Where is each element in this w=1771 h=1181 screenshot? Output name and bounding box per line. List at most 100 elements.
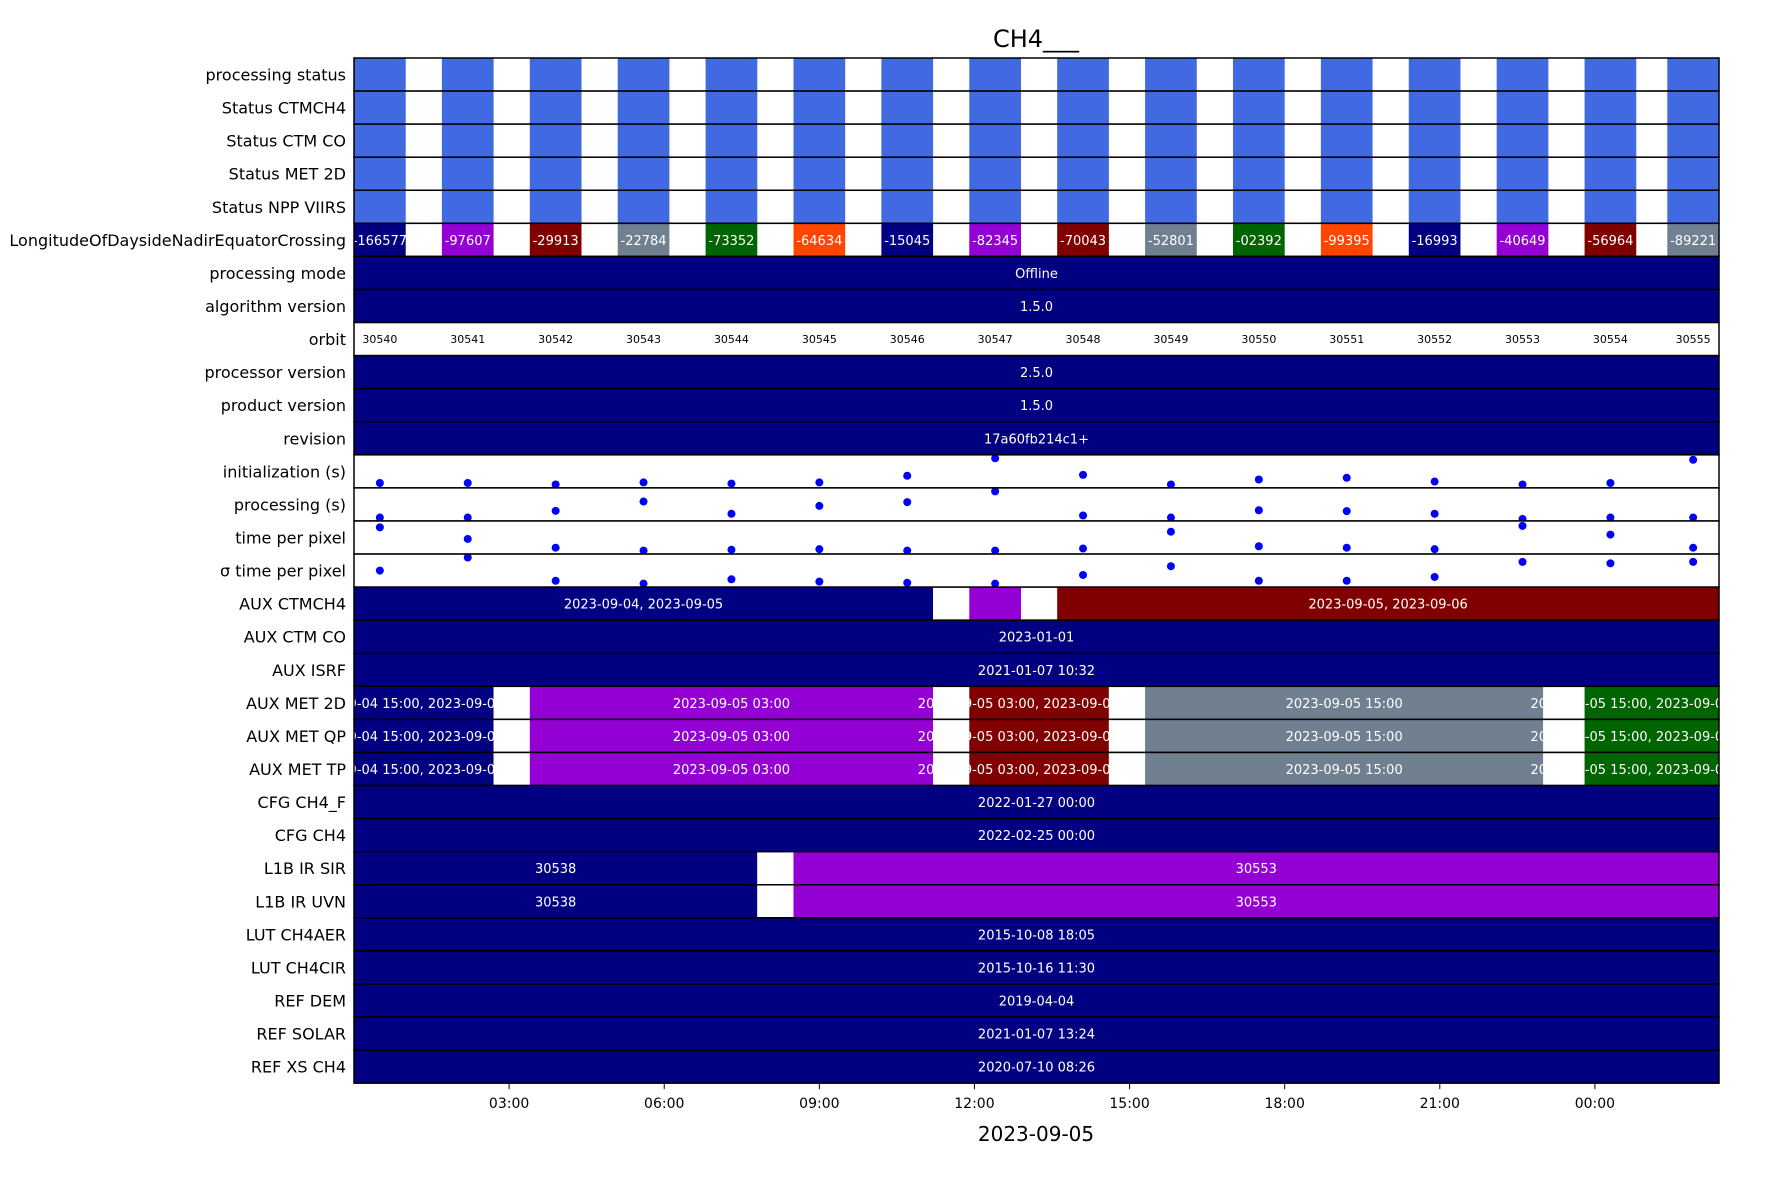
status-bar	[881, 58, 934, 92]
segment-bar	[354, 289, 1719, 323]
data-point	[1689, 557, 1698, 566]
data-point	[1518, 557, 1527, 566]
longitude-bar	[1320, 223, 1373, 257]
row-background	[354, 454, 1719, 488]
longitude-bar	[1667, 223, 1719, 257]
row-label: AUX CTMCH4	[239, 595, 346, 614]
status-bar	[1145, 124, 1197, 158]
segment-label: 2023-09-04 15:00, 2023-09-05 03:00	[303, 763, 546, 778]
segment-bar	[793, 851, 1719, 885]
chart-title: CH4___	[993, 25, 1080, 53]
row-label: Status CTM CO	[226, 132, 346, 151]
data-point	[991, 454, 1000, 463]
data-point	[1606, 479, 1615, 488]
data-point	[1166, 513, 1175, 522]
data-point	[1254, 542, 1263, 551]
status-bar	[1584, 58, 1637, 92]
segment-bar	[933, 686, 970, 720]
status-bar	[1496, 157, 1549, 191]
segment-label: 2.5.0	[1020, 366, 1053, 381]
segment-bar	[354, 983, 1719, 1018]
status-bar	[705, 157, 758, 191]
status-bar	[617, 124, 670, 158]
data-point	[1166, 480, 1175, 489]
data-point	[1518, 521, 1527, 530]
segment-bar	[354, 620, 1719, 654]
segment-bar	[1543, 686, 1585, 720]
data-point	[727, 545, 736, 554]
longitude-value: -97607	[445, 234, 491, 249]
longitude-value: -166577	[353, 234, 407, 249]
chart-row	[353, 487, 1720, 523]
status-bar	[1057, 124, 1109, 158]
chart-row: 2015-10-16 11:30	[353, 950, 1720, 985]
row-label: revision	[283, 429, 346, 448]
data-point	[1166, 562, 1175, 571]
segment-label: 1.5.0	[1020, 300, 1053, 315]
data-point	[1342, 576, 1351, 585]
data-point	[551, 543, 560, 552]
segment-bar	[354, 587, 934, 621]
segment-bar	[529, 752, 934, 786]
row-label: product version	[221, 396, 346, 415]
segment-bar	[354, 884, 758, 918]
longitude-value: -89221	[1670, 234, 1716, 249]
status-bar	[969, 91, 1021, 125]
status-bar	[1496, 190, 1549, 224]
data-point	[991, 579, 1000, 588]
segment-label: 1.5.0	[1020, 399, 1053, 414]
segment-bar	[493, 752, 530, 786]
data-point	[639, 497, 648, 506]
segment-bar	[354, 1017, 1719, 1051]
status-bar	[441, 190, 494, 224]
longitude-value: -02392	[1236, 234, 1282, 249]
data-point	[551, 576, 560, 585]
segment-label: 2023-09-05 03:00	[673, 697, 790, 712]
x-axis: 03:00 06:00 09:00 12:00 15:00 18:00 21:00 00:00	[489, 1083, 1615, 1112]
segment-label: 2023-09-05 03:00	[673, 730, 790, 745]
data-point	[1689, 455, 1698, 464]
row-label: Status MET 2D	[229, 165, 346, 184]
segment-label: 2023-09-05 03:00, 2023-09-05 15:00	[918, 763, 1161, 778]
segment-bar	[354, 355, 1719, 389]
data-point	[815, 478, 824, 487]
status-bar	[1232, 157, 1285, 191]
data-point	[1166, 527, 1175, 536]
data-point	[639, 546, 648, 555]
data-point	[903, 498, 912, 507]
status-bar	[793, 58, 846, 92]
x-tick-label: 18:00	[1265, 1096, 1305, 1112]
data-point	[815, 501, 824, 510]
segment-bar	[793, 884, 1719, 918]
segment-label: 2023-09-05 15:00, 2023-09-06 03:00	[1531, 697, 1771, 712]
segment-label: 2023-01-01	[999, 631, 1075, 646]
segment-bar	[969, 587, 1021, 621]
status-bar	[1145, 58, 1197, 92]
chart-row	[353, 454, 1720, 489]
status-bar	[1584, 190, 1637, 224]
row-label: CFG CH4	[275, 826, 346, 845]
status-bar	[705, 58, 758, 92]
status-bar	[354, 124, 406, 158]
orbit-number: 30553	[1505, 333, 1540, 346]
status-bar	[793, 190, 846, 224]
data-point	[463, 513, 472, 522]
segment-label: Offline	[1015, 267, 1058, 282]
longitude-value: -70043	[1060, 234, 1106, 249]
segment-bar	[354, 851, 758, 885]
row-label: algorithm version	[205, 297, 346, 316]
orbit-number: 30549	[1153, 333, 1188, 346]
status-bar	[1145, 91, 1197, 125]
segment-bar	[969, 719, 1109, 753]
status-bar	[793, 157, 846, 191]
segment-bar	[354, 950, 1719, 984]
longitude-bar	[1232, 223, 1285, 257]
segment-bar	[354, 653, 1719, 687]
segment-label: 30553	[1236, 862, 1277, 877]
row-border	[353, 1049, 1720, 1084]
status-bar	[1667, 58, 1719, 92]
segment-label: 2023-09-05 03:00, 2023-09-05 15:00	[918, 730, 1161, 745]
row-label: time per pixel	[235, 529, 346, 548]
row-label: L1B IR UVN	[255, 892, 346, 911]
